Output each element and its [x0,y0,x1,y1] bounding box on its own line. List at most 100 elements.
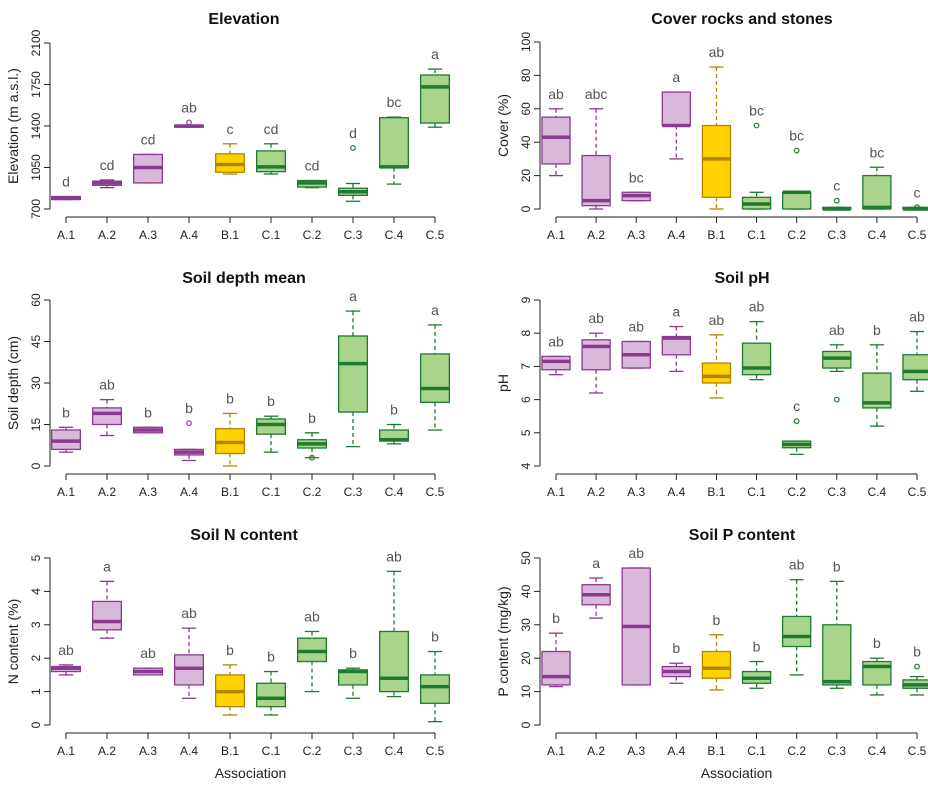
box-iqr [255,418,286,435]
y-tick-label: 45 [29,335,43,349]
box-C.1: b [741,639,772,689]
box-C.1: ab [741,299,772,381]
outlier-point [914,663,920,670]
panel-5: Soil N content 0 1 2 3 4 5 N content (%) A.1 A.2 A… [5,527,450,781]
x-tick-label: C.3 [827,228,846,242]
x-tick-label: A.2 [587,744,605,758]
box-iqr [781,191,812,210]
significance-letter: ab [909,309,925,325]
outlier-point [914,204,920,211]
box-A.2: ab [581,310,611,394]
box-C.3: a [337,288,368,448]
box-iqr [337,335,368,413]
box-C.3: b [822,558,852,689]
y-tick-label: 9 [519,296,533,303]
x-tick-label: C.2 [787,485,806,499]
panel-title: Soil pH [714,270,769,287]
y-tick-label: 60 [29,293,43,307]
significance-letter: ab [628,319,644,335]
box-A.4: a [661,69,692,160]
outlier-point [753,122,760,129]
significance-letter: ab [548,86,564,102]
y-tick-label: 1050 [29,154,43,181]
significance-letter: b [349,645,357,661]
box-C.3: c [822,178,852,211]
y-tick-label: 100 [519,32,533,52]
significance-letter: b [226,642,234,658]
significance-letter: bc [869,144,884,160]
box-C.2: cd [296,158,327,189]
significance-letter: a [431,302,439,318]
box-A.2: ab [92,377,123,437]
significance-letter: cd [141,131,156,147]
x-tick-label: C.5 [908,485,927,499]
box-C.4: bc [862,144,892,210]
outlier-point [793,147,800,154]
box-A.4: b [173,400,204,462]
significance-letter: b [431,629,439,645]
x-tick-label: C.3 [827,744,846,758]
significance-letter: ab [829,322,845,338]
significance-letter: b [185,400,193,416]
x-tick-label: C.1 [262,744,281,758]
y-axis-label: Cover (%) [495,94,511,157]
x-tick-label: A.3 [627,485,645,499]
x-tick-label: C.2 [303,228,322,242]
box-C.3: b [337,645,368,699]
box-A.3: b [132,404,163,434]
significance-letter: ab [709,312,725,328]
x-tick-label: C.2 [303,744,322,758]
outlier-point [833,197,840,204]
x-tick-label: A.3 [139,485,157,499]
box-A.4: b [661,640,692,684]
panel-6: Soil P content 0 10 20 30 40 50 P content (mg/k… [495,527,928,781]
significance-letter: a [349,288,357,304]
significance-letter: ab [548,333,564,349]
x-tick-label: C.5 [426,228,445,242]
x-tick-label: C.2 [787,228,806,242]
box-iqr [541,650,571,686]
box-B.1: ab [701,312,732,399]
x-tick-label: A.1 [57,485,75,499]
box-A.1: ab [51,642,82,676]
significance-letter: cd [264,121,279,137]
significance-letter: b [308,410,316,426]
x-tick-label: A.1 [547,228,565,242]
box-C.5: a [419,46,450,128]
x-tick-label: C.4 [868,485,887,499]
box-A.3: ab [621,319,651,369]
x-tick-label: C.2 [787,744,806,758]
significance-letter: bc [749,103,764,119]
significance-letter: ab [181,99,197,115]
significance-letter: b [390,402,398,418]
y-tick-label: 40 [519,135,533,149]
y-tick-label: 2 [29,655,43,662]
significance-letter: b [552,610,560,626]
box-C.5: ab [902,309,928,392]
box-iqr [378,630,409,693]
x-tick-label: C.4 [385,744,404,758]
x-tick-label: C.4 [385,485,404,499]
x-tick-label: A.3 [139,744,157,758]
significance-letter: b [226,390,234,406]
x-tick-label: A.2 [587,228,605,242]
significance-letter: b [713,612,721,628]
y-tick-label: 30 [29,376,43,390]
significance-letter: c [793,398,800,414]
significance-letter: a [672,304,680,320]
y-tick-label: 1750 [29,71,43,98]
significance-letter: b [267,649,275,665]
y-axis-label: N content (%) [5,599,21,685]
box-C.4: bc [378,94,409,185]
x-tick-label: A.2 [587,485,605,499]
x-axis-label: Association [215,765,287,781]
box-C.3: ab [822,322,852,403]
x-tick-label: A.3 [627,744,645,758]
box-A.1: b [51,404,82,453]
box-iqr [741,342,772,376]
box-iqr [902,354,928,381]
outlier-point [186,420,192,427]
significance-letter: c [833,178,840,194]
box-iqr [701,362,732,384]
